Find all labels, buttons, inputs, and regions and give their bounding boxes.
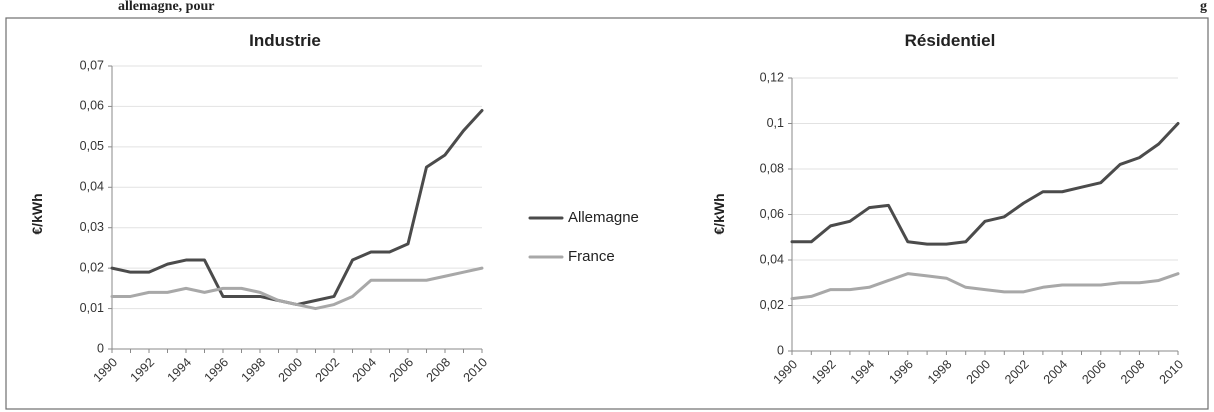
y-tick-label: 0,06 <box>80 99 104 113</box>
y-tick-label: 0,04 <box>80 180 104 194</box>
y-tick-label: 0 <box>777 343 784 357</box>
x-tick-label: 2010 <box>461 355 491 385</box>
series-lines <box>110 108 484 311</box>
y-tick-label: 0,02 <box>760 298 784 312</box>
x-tick-labels: 1990 1992 1994 1996 1998 2000 2002 2004 2006 2008… <box>91 355 491 385</box>
top-caption-left: allemagne, pour <box>118 0 214 14</box>
legend-label-allemagne: Allemagne <box>568 209 639 226</box>
x-tick-label: 2000 <box>964 357 994 387</box>
x-tick-label: 1994 <box>848 357 878 387</box>
y-tick-label: 0,07 <box>80 58 104 72</box>
y-axis-label: €/kWh <box>711 193 727 234</box>
x-tick-label: 1992 <box>809 357 839 387</box>
series-line-allemagne <box>110 108 484 307</box>
legend: Allemagne France <box>528 209 639 265</box>
y-tick-label: 0,08 <box>760 161 784 175</box>
x-tick-label: 2006 <box>387 355 417 385</box>
y-tick-label: 0,05 <box>80 139 104 153</box>
chart-industrie: Industrie €/kWh 0 0,01 0,02 0,03 0,04 0,05 0,0… <box>29 31 490 385</box>
x-tick-label: 2002 <box>313 355 343 385</box>
y-tick-label: 0,1 <box>767 116 784 130</box>
series-line-france <box>110 266 484 311</box>
chart-residentiel: Résidentiel €/kWh 0 0,02 0,04 0,06 0,08 0,1 0,… <box>711 31 1186 387</box>
x-tick-label: 2004 <box>350 355 380 385</box>
top-caption-right: g <box>1200 0 1207 14</box>
y-tick-label: 0 <box>97 341 104 355</box>
x-tick-label: 1996 <box>202 355 232 385</box>
series-line-allemagne <box>790 122 1180 246</box>
x-tick-label: 2010 <box>1157 357 1187 387</box>
gridlines <box>112 65 482 310</box>
x-tick-label: 1998 <box>925 357 955 387</box>
y-tick-label: 0,06 <box>760 207 784 221</box>
figure-frame <box>5 17 1209 410</box>
y-axis-label: €/kWh <box>29 193 45 234</box>
y-tick-labels: 0 0,02 0,04 0,06 0,08 0,1 0,12 <box>760 70 784 357</box>
y-tick-label: 0,04 <box>760 252 784 266</box>
y-tick-label: 0,03 <box>80 220 104 234</box>
x-tick-label: 2006 <box>1079 357 1109 387</box>
y-tick-labels: 0 0,01 0,02 0,03 0,04 0,05 0,06 0,07 <box>80 58 104 355</box>
chart-title: Résidentiel <box>905 31 996 50</box>
gridlines <box>792 77 1178 306</box>
legend-label-france: France <box>568 248 615 265</box>
x-tick-label: 2008 <box>1118 357 1148 387</box>
y-tick-label: 0,02 <box>80 260 104 274</box>
x-tick-label: 2008 <box>424 355 454 385</box>
x-tick-label: 2002 <box>1002 357 1032 387</box>
x-tick-label: 1996 <box>886 357 916 387</box>
y-tick-label: 0,12 <box>760 70 784 84</box>
y-tick-label: 0,01 <box>80 301 104 315</box>
series-line-france <box>790 272 1180 301</box>
series-lines <box>790 122 1180 301</box>
x-tick-label: 2004 <box>1041 357 1071 387</box>
x-tick-label: 1990 <box>771 357 801 387</box>
x-tick-label: 1998 <box>239 355 269 385</box>
x-tick-labels: 1990 1992 1994 1996 1998 2000 2002 2004 2006 2008… <box>771 357 1187 387</box>
x-tick-label: 1990 <box>91 355 121 385</box>
x-tick-label: 1994 <box>165 355 195 385</box>
axes <box>108 65 483 353</box>
x-tick-label: 2000 <box>276 355 306 385</box>
chart-title: Industrie <box>249 31 321 50</box>
axes <box>788 77 1179 355</box>
x-tick-label: 1992 <box>128 355 158 385</box>
